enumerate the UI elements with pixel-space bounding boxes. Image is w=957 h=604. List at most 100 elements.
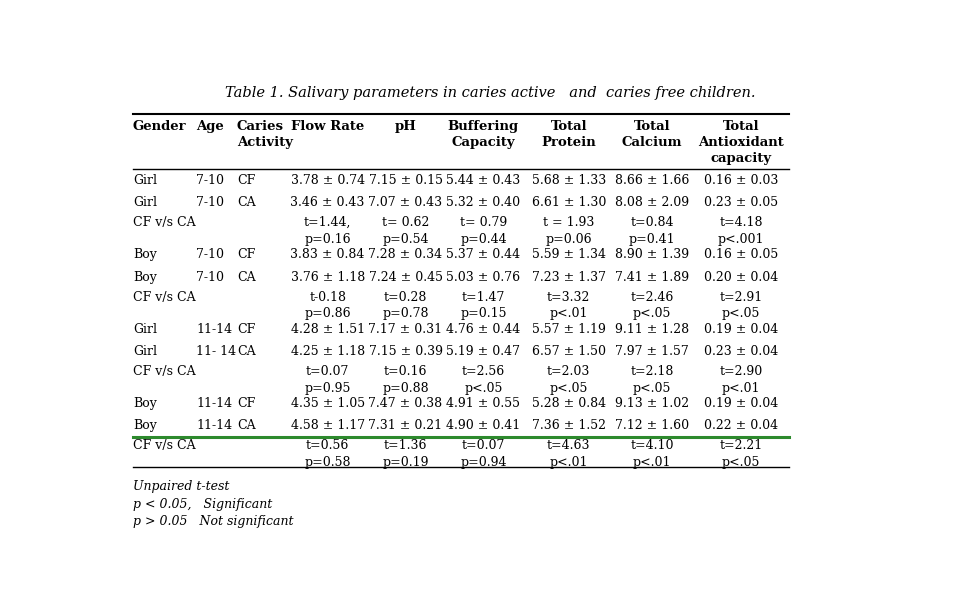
Text: Age: Age (196, 120, 224, 133)
Text: Unpaired t-test: Unpaired t-test (133, 480, 230, 493)
Text: 11-14: 11-14 (196, 323, 233, 336)
Text: 0.22 ± 0.04: 0.22 ± 0.04 (704, 419, 778, 432)
Text: Boy: Boy (133, 271, 157, 284)
Text: CF: CF (236, 323, 256, 336)
Text: t=0.28
p=0.78: t=0.28 p=0.78 (382, 291, 429, 320)
Text: 4.25 ± 1.18: 4.25 ± 1.18 (291, 345, 365, 358)
Text: 5.59 ± 1.34: 5.59 ± 1.34 (532, 248, 606, 262)
Text: CF v/s CA: CF v/s CA (133, 365, 195, 378)
Text: 7.36 ± 1.52: 7.36 ± 1.52 (532, 419, 606, 432)
Text: 3.76 ± 1.18: 3.76 ± 1.18 (291, 271, 365, 284)
Text: t=4.63
p<.01: t=4.63 p<.01 (547, 440, 590, 469)
Text: 7.15 ± 0.39: 7.15 ± 0.39 (368, 345, 442, 358)
Text: t=2.46
p<.05: t=2.46 p<.05 (631, 291, 674, 320)
Text: CF v/s CA: CF v/s CA (133, 440, 195, 452)
Text: Total
Antioxidant
capacity: Total Antioxidant capacity (699, 120, 784, 165)
Text: t=1.47
p=0.15: t=1.47 p=0.15 (460, 291, 506, 320)
Text: Boy: Boy (133, 397, 157, 410)
Text: 5.03 ± 0.76: 5.03 ± 0.76 (446, 271, 521, 284)
Text: 5.19 ± 0.47: 5.19 ± 0.47 (446, 345, 521, 358)
Text: 8.66 ± 1.66: 8.66 ± 1.66 (615, 174, 689, 187)
Text: CA: CA (236, 196, 256, 209)
Text: 0.16 ± 0.03: 0.16 ± 0.03 (704, 174, 778, 187)
Text: 7.07 ± 0.43: 7.07 ± 0.43 (368, 196, 442, 209)
Text: 3.46 ± 0.43: 3.46 ± 0.43 (291, 196, 365, 209)
Text: t=2.18
p<.05: t=2.18 p<.05 (631, 365, 674, 394)
Text: 7.24 ± 0.45: 7.24 ± 0.45 (368, 271, 442, 284)
Text: t= 0.79
p=0.44: t= 0.79 p=0.44 (459, 216, 507, 246)
Text: 7.97 ± 1.57: 7.97 ± 1.57 (615, 345, 689, 358)
Text: Buffering
Capacity: Buffering Capacity (448, 120, 519, 149)
Text: 4.76 ± 0.44: 4.76 ± 0.44 (446, 323, 521, 336)
Text: 4.28 ± 1.51: 4.28 ± 1.51 (291, 323, 365, 336)
Text: 0.20 ± 0.04: 0.20 ± 0.04 (704, 271, 778, 284)
Text: CF: CF (236, 248, 256, 262)
Text: 7.15 ± 0.15: 7.15 ± 0.15 (368, 174, 442, 187)
Text: CF v/s CA: CF v/s CA (133, 291, 195, 304)
Text: 7.31 ± 0.21: 7.31 ± 0.21 (368, 419, 442, 432)
Text: t=2.90
p<.01: t=2.90 p<.01 (720, 365, 763, 394)
Text: t-0.18
p=0.86: t-0.18 p=0.86 (304, 291, 351, 320)
Text: 7-10: 7-10 (196, 196, 224, 209)
Text: CA: CA (236, 271, 256, 284)
Text: Total
Calcium: Total Calcium (622, 120, 682, 149)
Text: 4.35 ± 1.05: 4.35 ± 1.05 (291, 397, 365, 410)
Text: t=2.21
p<.05: t=2.21 p<.05 (720, 440, 763, 469)
Text: t=0.56
p=0.58: t=0.56 p=0.58 (304, 440, 351, 469)
Text: 9.13 ± 1.02: 9.13 ± 1.02 (615, 397, 689, 410)
Text: 0.23 ± 0.04: 0.23 ± 0.04 (704, 345, 778, 358)
Text: Total
Protein: Total Protein (542, 120, 596, 149)
Text: Girl: Girl (133, 323, 157, 336)
Text: t=2.03
p<.05: t=2.03 p<.05 (547, 365, 590, 394)
Text: t=1.36
p=0.19: t=1.36 p=0.19 (382, 440, 429, 469)
Text: 7.17 ± 0.31: 7.17 ± 0.31 (368, 323, 442, 336)
Text: CA: CA (236, 345, 256, 358)
Text: CF: CF (236, 397, 256, 410)
Text: Girl: Girl (133, 345, 157, 358)
Text: 0.19 ± 0.04: 0.19 ± 0.04 (704, 323, 778, 336)
Text: Table 1. Salivary parameters in caries active   and  caries free children.: Table 1. Salivary parameters in caries a… (225, 86, 756, 100)
Text: t = 1.93
p=0.06: t = 1.93 p=0.06 (543, 216, 594, 246)
Text: t=0.07
p=0.94: t=0.07 p=0.94 (460, 440, 506, 469)
Text: 5.37 ± 0.44: 5.37 ± 0.44 (446, 248, 521, 262)
Text: p > 0.05   Not significant: p > 0.05 Not significant (133, 515, 294, 528)
Text: t=3.32
p<.01: t=3.32 p<.01 (547, 291, 590, 320)
Text: t=2.91
p<.05: t=2.91 p<.05 (720, 291, 763, 320)
Text: 8.08 ± 2.09: 8.08 ± 2.09 (615, 196, 689, 209)
Text: 4.58 ± 1.17: 4.58 ± 1.17 (291, 419, 365, 432)
Text: 5.68 ± 1.33: 5.68 ± 1.33 (531, 174, 606, 187)
Text: 5.44 ± 0.43: 5.44 ± 0.43 (446, 174, 521, 187)
Text: 3.78 ± 0.74: 3.78 ± 0.74 (291, 174, 365, 187)
Text: t=4.18
p<.001: t=4.18 p<.001 (718, 216, 765, 246)
Text: Girl: Girl (133, 174, 157, 187)
Text: 5.28 ± 0.84: 5.28 ± 0.84 (532, 397, 606, 410)
Text: 7-10: 7-10 (196, 174, 224, 187)
Text: t=1.44,
p=0.16: t=1.44, p=0.16 (304, 216, 351, 246)
Text: 7-10: 7-10 (196, 271, 224, 284)
Text: 7.47 ± 0.38: 7.47 ± 0.38 (368, 397, 442, 410)
Text: 7.28 ± 0.34: 7.28 ± 0.34 (368, 248, 442, 262)
Text: 0.19 ± 0.04: 0.19 ± 0.04 (704, 397, 778, 410)
Text: t= 0.62
p=0.54: t= 0.62 p=0.54 (382, 216, 430, 246)
Text: t=0.07
p=0.95: t=0.07 p=0.95 (304, 365, 351, 394)
Text: t=4.10
p<.01: t=4.10 p<.01 (631, 440, 674, 469)
Text: Caries
Activity: Caries Activity (236, 120, 293, 149)
Text: Girl: Girl (133, 196, 157, 209)
Text: 7.12 ± 1.60: 7.12 ± 1.60 (615, 419, 689, 432)
Text: 3.83 ± 0.84: 3.83 ± 0.84 (291, 248, 365, 262)
Text: 6.61 ± 1.30: 6.61 ± 1.30 (531, 196, 606, 209)
Text: 5.57 ± 1.19: 5.57 ± 1.19 (532, 323, 606, 336)
Text: 11- 14: 11- 14 (196, 345, 236, 358)
Text: 4.91 ± 0.55: 4.91 ± 0.55 (446, 397, 521, 410)
Text: 8.90 ± 1.39: 8.90 ± 1.39 (615, 248, 689, 262)
Text: t=0.16
p=0.88: t=0.16 p=0.88 (382, 365, 429, 394)
Text: t=2.56
p<.05: t=2.56 p<.05 (462, 365, 505, 394)
Text: pH: pH (394, 120, 416, 133)
Text: 5.32 ± 0.40: 5.32 ± 0.40 (446, 196, 521, 209)
Text: p < 0.05,   Significant: p < 0.05, Significant (133, 498, 272, 510)
Text: 11-14: 11-14 (196, 397, 233, 410)
Text: Gender: Gender (133, 120, 187, 133)
Text: CA: CA (236, 419, 256, 432)
Text: Flow Rate: Flow Rate (291, 120, 365, 133)
Text: 0.16 ± 0.05: 0.16 ± 0.05 (704, 248, 778, 262)
